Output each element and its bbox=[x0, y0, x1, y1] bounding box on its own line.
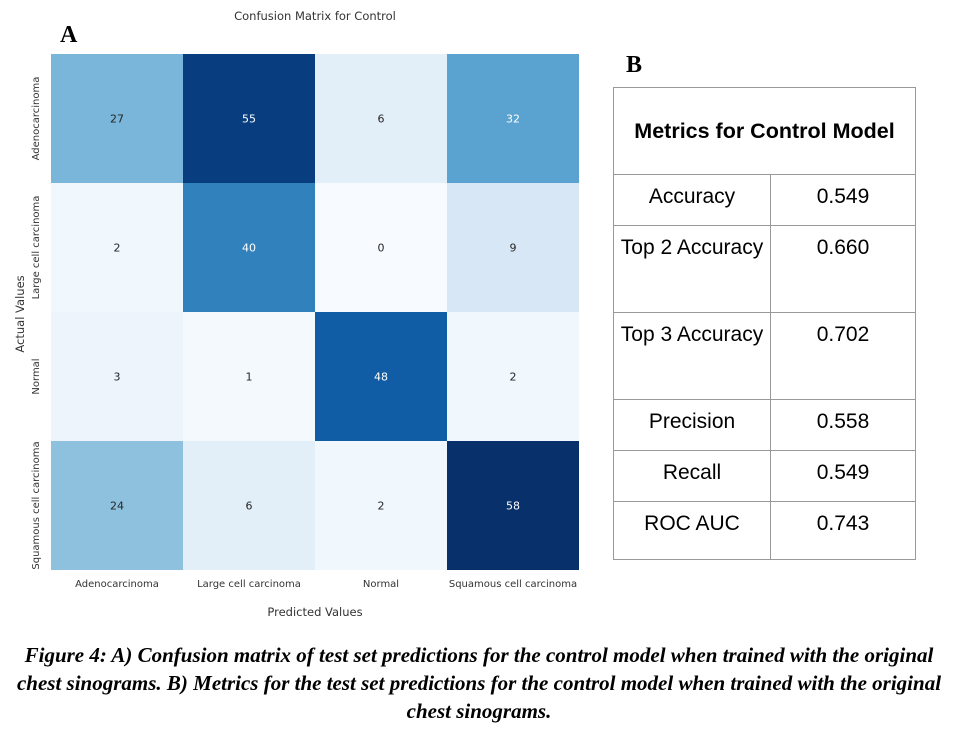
heatmap-cell bbox=[51, 312, 183, 441]
metrics-table-title: Metrics for Control Model bbox=[613, 87, 916, 175]
confusion-matrix-chart: Confusion Matrix for Control 27 55 6 322 40 0… bbox=[13, 9, 579, 619]
cell-value-label: 2 bbox=[378, 500, 385, 513]
heatmap-cell bbox=[183, 183, 315, 312]
heatmap-cells: 27 55 6 32 2 40 0 9 3 1 48 2 24 6 2 58 bbox=[51, 54, 579, 570]
heatmap-cell bbox=[315, 312, 447, 441]
metric-value: 0.549 bbox=[770, 174, 916, 226]
cell-value-label: 1 bbox=[246, 371, 253, 384]
y-tick-label: Squamous cell carcinoma bbox=[31, 441, 42, 569]
cell-value-label: 6 bbox=[246, 500, 253, 513]
heatmap-cell bbox=[447, 183, 579, 312]
metric-value: 0.558 bbox=[770, 399, 916, 451]
metrics-row: Recall 0.549 bbox=[613, 450, 916, 502]
heatmap-cell bbox=[51, 54, 183, 183]
cell-value-label: 40 bbox=[242, 242, 256, 255]
cell-value-label: 48 bbox=[374, 371, 388, 384]
cell-value-label: 3 bbox=[114, 371, 121, 384]
panel-b-letter: B bbox=[626, 52, 643, 78]
y-tick-labels: Adenocarcinoma Large cell carcinoma Normal… bbox=[31, 77, 42, 570]
heatmap-cell bbox=[183, 441, 315, 570]
cell-value-label: 2 bbox=[114, 242, 121, 255]
y-tick-label: Large cell carcinoma bbox=[31, 196, 42, 300]
cell-value-label: 55 bbox=[242, 113, 256, 126]
metric-name: Top 2 Accuracy bbox=[613, 225, 771, 313]
cell-value-label: 2 bbox=[510, 371, 517, 384]
cell-value-label: 0 bbox=[378, 242, 385, 255]
cell-value-label: 27 bbox=[110, 113, 124, 126]
metrics-table: Metrics for Control Model Accuracy 0.549… bbox=[613, 87, 916, 560]
heatmap-cell bbox=[315, 183, 447, 312]
figure-caption: Figure 4: A) Confusion matrix of test se… bbox=[16, 643, 942, 723]
metric-name: ROC AUC bbox=[613, 501, 771, 560]
heatmap-cell bbox=[315, 441, 447, 570]
x-tick-label: Squamous cell carcinoma bbox=[449, 579, 577, 590]
chart-title: Confusion Matrix for Control bbox=[234, 9, 396, 23]
heatmap-cell bbox=[183, 312, 315, 441]
panel-a-letter: A bbox=[60, 22, 78, 48]
heatmap-cell bbox=[51, 441, 183, 570]
metric-name: Accuracy bbox=[613, 174, 771, 226]
y-tick-label: Normal bbox=[31, 358, 42, 394]
cell-value-label: 58 bbox=[506, 500, 520, 513]
cell-value-label: 6 bbox=[378, 113, 385, 126]
metric-value: 0.743 bbox=[770, 501, 916, 560]
metrics-row: Precision 0.558 bbox=[613, 399, 916, 451]
heatmap-cell bbox=[315, 54, 447, 183]
heatmap-cell bbox=[183, 54, 315, 183]
metrics-row: ROC AUC 0.743 bbox=[613, 501, 916, 560]
metrics-row: Top 2 Accuracy 0.660 bbox=[613, 225, 916, 313]
x-axis-label: Predicted Values bbox=[267, 605, 362, 619]
x-tick-labels: Adenocarcinoma Large cell carcinoma Normal… bbox=[75, 579, 577, 590]
metric-value: 0.549 bbox=[770, 450, 916, 502]
metric-name: Top 3 Accuracy bbox=[613, 312, 771, 400]
metric-name: Precision bbox=[613, 399, 771, 451]
heatmap-cell bbox=[447, 312, 579, 441]
y-axis-label: Actual Values bbox=[13, 275, 27, 352]
metric-name: Recall bbox=[613, 450, 771, 502]
heatmap-cell bbox=[51, 183, 183, 312]
heatmap-cell bbox=[447, 441, 579, 570]
cell-value-label: 9 bbox=[510, 242, 517, 255]
x-tick-label: Adenocarcinoma bbox=[75, 579, 159, 590]
metrics-row: Accuracy 0.549 bbox=[613, 174, 916, 226]
metric-value: 0.702 bbox=[770, 312, 916, 400]
metrics-row: Top 3 Accuracy 0.702 bbox=[613, 312, 916, 400]
cell-value-label: 24 bbox=[110, 500, 124, 513]
x-tick-label: Large cell carcinoma bbox=[197, 579, 301, 590]
cell-value-label: 32 bbox=[506, 113, 520, 126]
metric-value: 0.660 bbox=[770, 225, 916, 313]
x-tick-label: Normal bbox=[363, 579, 399, 590]
heatmap-cell bbox=[447, 54, 579, 183]
y-tick-label: Adenocarcinoma bbox=[31, 77, 42, 161]
